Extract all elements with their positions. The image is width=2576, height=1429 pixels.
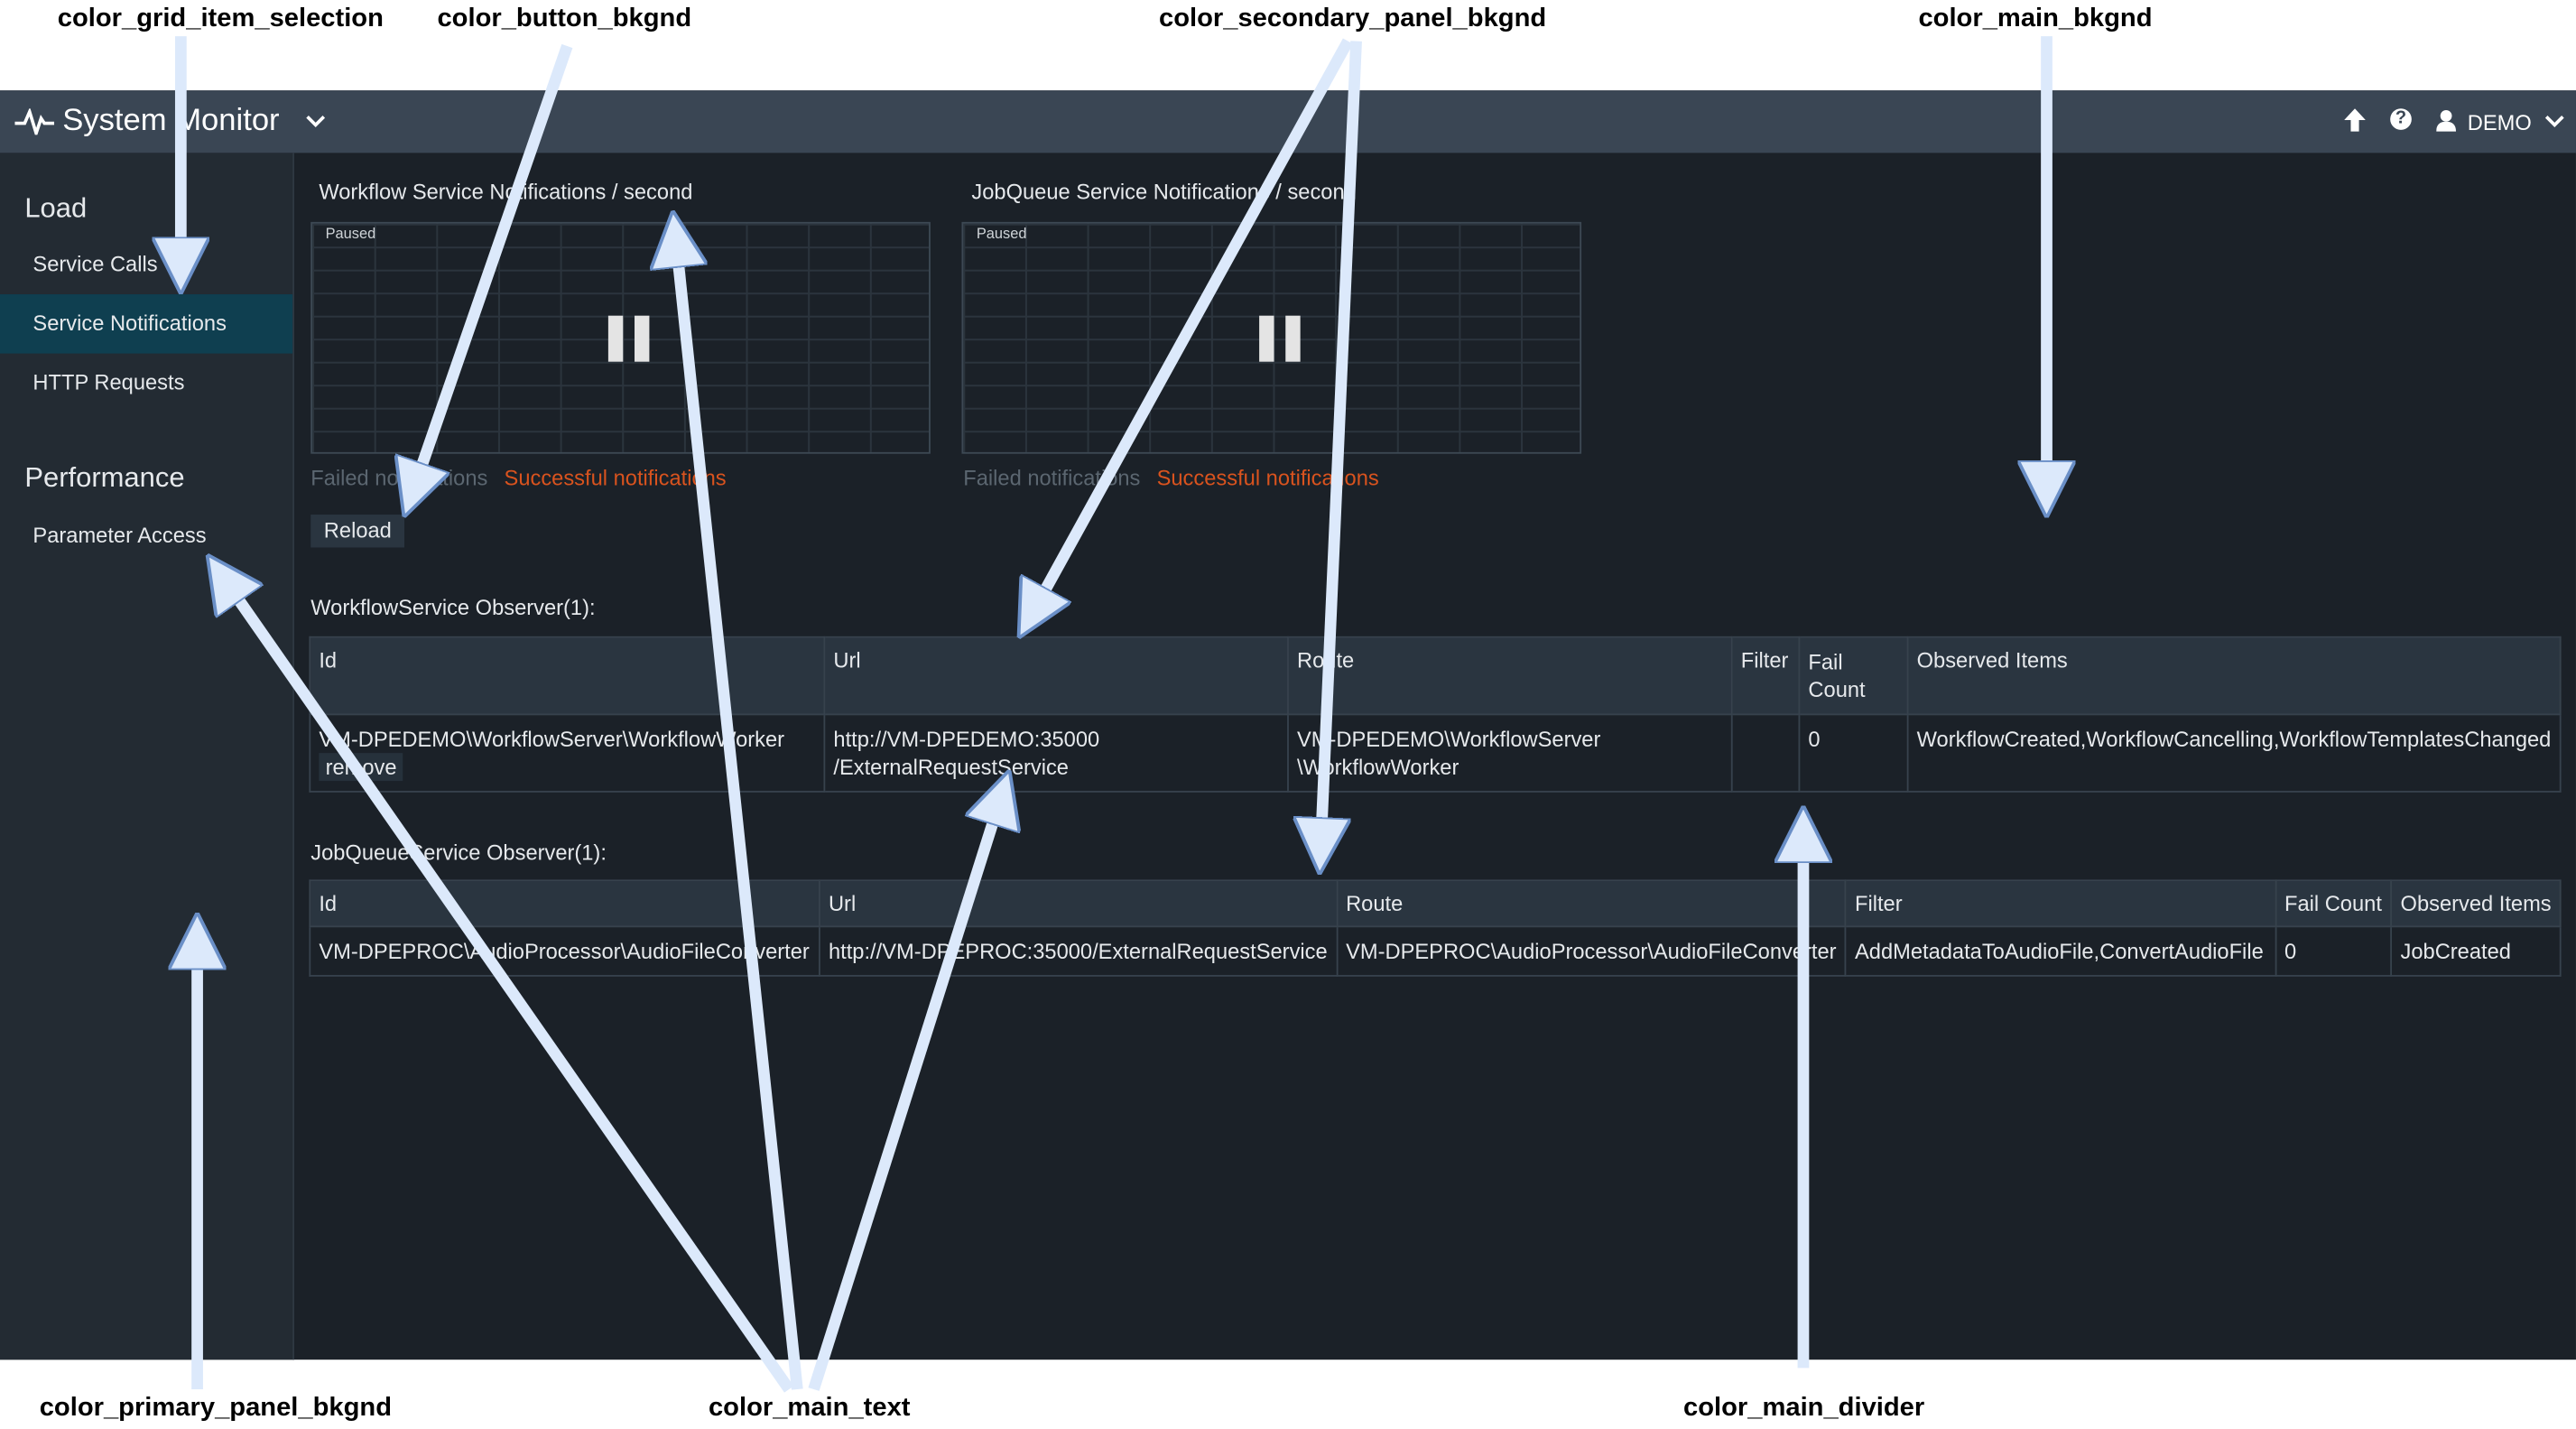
user-menu[interactable]: DEMO	[2467, 110, 2532, 135]
observer-items: JobCreated	[2390, 925, 2562, 977]
annotation-label: color_main_divider	[1683, 1394, 1925, 1423]
column-header: Id	[309, 879, 820, 928]
observer-filter	[1730, 713, 1801, 793]
observer-id: VM-DPEDEMO\WorkflowServer\WorkflowWorker	[319, 727, 785, 752]
chart-title: Workflow Service Notifications / second	[319, 179, 693, 204]
legend-failed[interactable]: Failed notifications	[963, 465, 1141, 490]
sidebar-section-load: Load	[24, 192, 88, 224]
observer-route: VM-DPEPROC\AudioProcessor\AudioFileConve…	[1336, 925, 1847, 977]
table-row: VM-DPEPROC\AudioProcessor\AudioFileConve…	[309, 925, 2562, 977]
jobqueue-notifications-chart[interactable]: Paused	[961, 221, 1582, 454]
annotation-label: color_primary_panel_bkgnd	[39, 1394, 393, 1423]
observer-url-cont: /ExternalRequestService	[833, 754, 1069, 780]
column-header: Url	[823, 636, 1289, 716]
chevron-down-icon[interactable]	[306, 114, 326, 130]
column-header: Fail Count	[2275, 879, 2393, 928]
observer-fail-count: 0	[2275, 925, 2393, 977]
fail-count-header: Fail Count	[1808, 649, 1866, 702]
column-header: Url	[819, 879, 1338, 928]
annotation-label: color_main_text	[708, 1394, 911, 1423]
observer-items: WorkflowCreated,WorkflowCancelling,Workf…	[1906, 713, 2562, 793]
chart-legend: Failed notifications Successful notificat…	[963, 465, 1378, 489]
jobqueue-observer-table: Id Url Route Filter Fail Count Observed …	[309, 879, 2562, 977]
observer-url: http://VM-DPEDEMO:35000	[833, 727, 1100, 752]
upload-arrow-icon[interactable]	[2344, 108, 2366, 132]
observer-route-cont: \WorkflowWorker	[1297, 754, 1459, 780]
annotation-label: color_main_bkgnd	[1918, 5, 2153, 33]
workflow-observer-title: WorkflowService Observer(1):	[310, 595, 596, 620]
chart-title: JobQueue Service Notifications / second	[971, 179, 1357, 204]
column-header: Observed Items	[2390, 879, 2562, 928]
header-bar: System Monitor ? DEMO	[0, 90, 2576, 153]
column-header: Fail Count	[1798, 636, 1909, 716]
sidebar-section-performance: Performance	[24, 461, 185, 494]
jobqueue-observer-title: JobQueueService Observer(1):	[310, 840, 607, 866]
annotation-label: color_secondary_panel_bkgnd	[1159, 5, 1547, 33]
system-monitor-app: System Monitor ? DEMO Load Service Calls…	[0, 90, 2576, 1360]
chart-legend: Failed notifications Successful notificat…	[310, 465, 726, 489]
observer-url: http://VM-DPEPROC:35000/ExternalRequestS…	[819, 925, 1338, 977]
column-header: Id	[309, 636, 826, 716]
legend-successful[interactable]: Successful notifications	[504, 465, 727, 490]
annotation-label: color_button_bkgnd	[437, 5, 692, 33]
sidebar: Load Service Calls Service Notifications…	[0, 153, 295, 1360]
remove-button[interactable]: remove	[319, 753, 403, 782]
pause-icon[interactable]	[1259, 315, 1302, 362]
legend-successful[interactable]: Successful notifications	[1156, 465, 1379, 490]
observer-route: VM-DPEDEMO\WorkflowServer	[1297, 727, 1601, 752]
pulse-icon	[14, 108, 55, 135]
reload-button[interactable]: Reload	[310, 515, 405, 548]
pause-icon[interactable]	[607, 315, 651, 362]
observer-id: VM-DPEPROC\AudioProcessor\AudioFileConve…	[309, 925, 820, 977]
sidebar-item-service-calls[interactable]: Service Calls	[32, 251, 158, 276]
legend-failed[interactable]: Failed notifications	[310, 465, 488, 490]
column-header: Observed Items	[1906, 636, 2562, 716]
app-title[interactable]: System Monitor	[62, 103, 280, 138]
help-icon[interactable]: ?	[2390, 108, 2412, 130]
chart-status: Paused	[325, 225, 376, 242]
chevron-down-icon[interactable]	[2544, 114, 2564, 130]
chart-status: Paused	[976, 225, 1027, 242]
column-header: Filter	[1845, 879, 2276, 928]
observer-fail-count: 0	[1798, 713, 1909, 793]
observer-filter: AddMetadataToAudioFile,ConvertAudioFile	[1845, 925, 2276, 977]
column-header: Route	[1336, 879, 1847, 928]
column-header: Filter	[1730, 636, 1801, 716]
table-row: VM-DPEDEMO\WorkflowServer\WorkflowWorker…	[309, 713, 2562, 793]
sidebar-item-service-notifications[interactable]: Service Notifications	[0, 294, 293, 354]
sidebar-item-http-requests[interactable]: HTTP Requests	[32, 369, 185, 395]
sidebar-item-parameter-access[interactable]: Parameter Access	[32, 523, 207, 548]
column-header: Route	[1287, 636, 1733, 716]
annotation-label: color_grid_item_selection	[57, 5, 384, 33]
workflow-notifications-chart[interactable]: Paused	[310, 221, 931, 454]
user-icon[interactable]	[2436, 110, 2457, 132]
workflow-observer-table: Id Url Route Filter Fail Count Observed …	[309, 636, 2562, 793]
